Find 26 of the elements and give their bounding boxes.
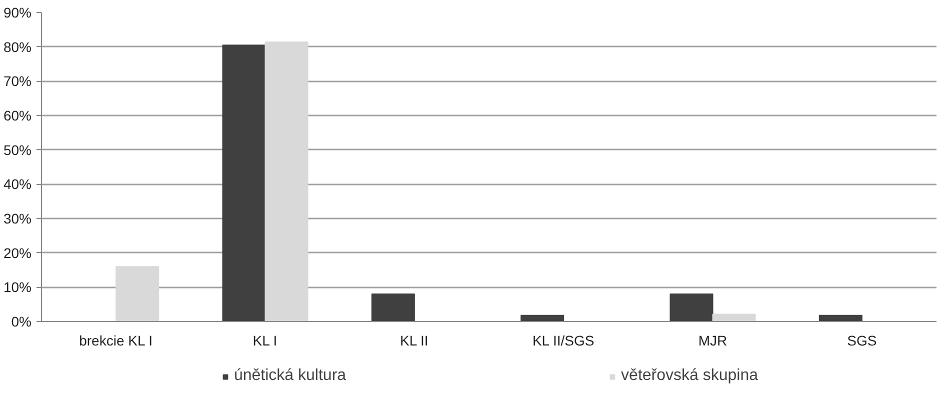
y-tick-label: 80% xyxy=(3,38,32,55)
y-tick-label: 30% xyxy=(3,210,32,226)
x-tick-label: SGS xyxy=(847,332,877,348)
legend-label: únětická kultura xyxy=(234,367,346,385)
bar xyxy=(712,314,756,322)
bar xyxy=(520,314,564,322)
bar xyxy=(264,42,308,322)
y-tick-label: 40% xyxy=(3,176,32,192)
x-tick-label: brekcie KL I xyxy=(79,332,153,348)
bar xyxy=(116,266,160,322)
y-tick-label: 20% xyxy=(3,244,32,261)
y-tick-label: 0% xyxy=(11,314,32,330)
x-tick-label: KL I xyxy=(252,332,278,348)
legend-label: věteřovská skupina xyxy=(621,367,758,385)
bar xyxy=(371,294,415,322)
x-tick-label: KL II/SGS xyxy=(532,332,594,348)
y-tick-label: 50% xyxy=(3,142,32,158)
x-tick-label: KL II xyxy=(400,332,428,348)
bar xyxy=(818,314,862,322)
y-tick-label: 10% xyxy=(3,279,32,296)
bar xyxy=(670,294,714,322)
x-tick-label: MJR xyxy=(698,332,728,348)
y-tick-label: 90% xyxy=(3,4,32,20)
y-tick-label: 70% xyxy=(3,73,32,90)
y-tick-label: 60% xyxy=(3,108,32,124)
bar xyxy=(222,44,266,322)
